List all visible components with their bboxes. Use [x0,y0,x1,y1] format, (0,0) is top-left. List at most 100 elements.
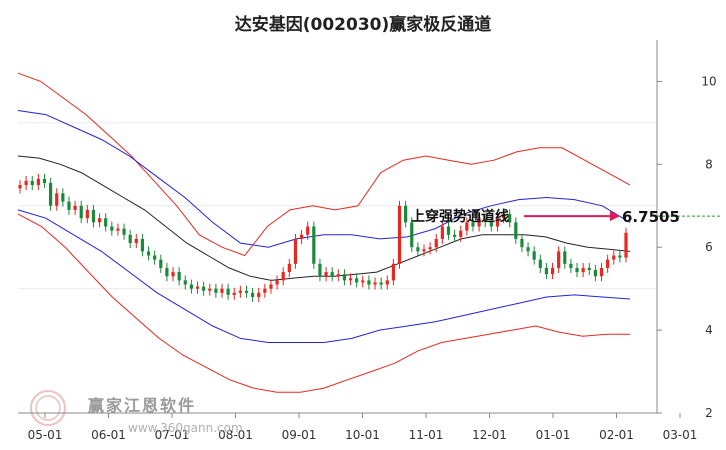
candle [110,221,114,236]
candle-body [581,267,585,273]
candle-body [287,263,291,273]
candle-body [495,218,500,227]
candle-body [189,284,193,289]
candle [373,277,377,290]
candle-body [220,288,224,293]
y-tick-label: 4 [705,323,713,337]
candle [91,204,96,228]
candle-body [514,222,518,239]
candle [428,242,432,255]
candle-body [146,251,151,256]
candle [97,213,102,228]
candle-body [30,180,34,186]
candle [434,233,438,253]
candle-body [153,255,157,260]
x-tick-label: 11-01 [409,428,444,442]
candle [73,200,77,215]
candle-body [195,286,200,289]
candle-body [471,222,475,227]
candle-body [128,234,132,244]
candle [18,180,22,194]
candle-body [238,290,242,293]
candle [526,242,530,257]
candle-body [275,280,279,285]
candle-body [446,226,451,235]
candle [202,281,206,296]
candle [104,213,108,232]
candle-body [18,185,22,189]
candle-body [416,247,420,252]
candle [318,258,322,282]
arrow-head-icon [610,211,620,222]
candle-body [422,249,426,252]
candle [557,246,561,273]
candle [189,279,193,294]
x-tick-label: 03-01 [663,428,698,442]
candle-body [342,274,347,281]
candle [593,265,597,282]
candle [128,229,132,249]
candle [171,267,175,282]
candle-body [293,238,298,264]
candle-body [379,282,383,285]
candle-body [404,205,408,223]
x-tick-label: 06-01 [91,428,126,442]
candle-body [618,255,622,258]
candle-body [428,247,432,250]
candle [501,209,506,224]
x-tick-label: 02-01 [599,428,634,442]
candle-body [391,263,395,281]
candle [269,279,273,294]
candle-body [312,226,316,264]
candle-body [202,286,206,291]
candle [416,242,420,257]
x-tick-label: 09-01 [282,428,317,442]
candle-body [599,267,604,277]
x-tick-label: 07-01 [155,428,190,442]
candle-body [55,193,59,206]
candle-body [385,280,389,285]
candle [587,262,591,275]
candle [30,175,34,191]
candle [281,267,285,286]
candle-body [208,288,212,291]
candle-body [104,218,108,227]
candle-body [251,292,255,297]
candle [244,285,249,298]
candle-body [483,218,487,223]
candle-body [508,214,512,223]
candle-body [459,230,463,237]
candle-body [171,272,175,277]
y-tick-label: 8 [705,157,713,171]
candle-body [67,201,71,210]
candle [355,273,359,288]
candle-body [606,259,610,268]
candle [122,223,126,240]
candle [538,254,542,273]
candle-body [36,178,40,186]
candle [440,221,444,244]
y-tick-label: 6 [705,240,713,254]
candle [544,262,549,280]
candle-body [134,238,138,244]
candle-body [593,270,597,277]
candle-body [306,226,310,235]
candle-body [42,178,47,183]
candle [208,283,212,296]
candle [599,262,604,282]
candle-body [373,282,377,285]
candle [575,262,579,278]
candle-body [569,263,573,268]
candle [287,258,291,278]
candle [61,188,65,207]
candle-body [397,205,402,264]
candle-body [336,274,340,277]
candle [263,283,267,298]
candle [116,223,120,236]
x-tick-label: 08-01 [218,428,253,442]
candle [159,254,163,273]
candle-body [73,205,77,210]
candle-body [624,232,628,258]
candle-body [361,280,365,283]
candle [563,246,567,269]
